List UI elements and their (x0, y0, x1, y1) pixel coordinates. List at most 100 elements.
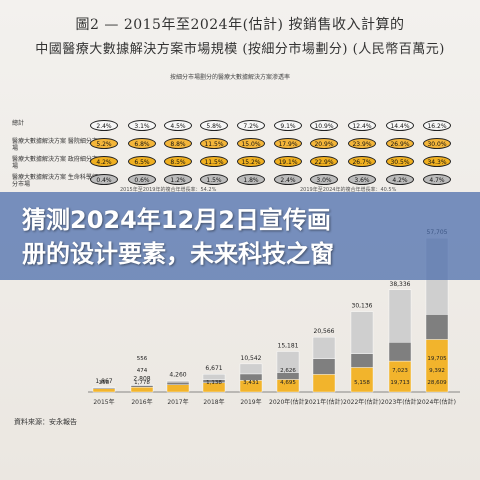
penetration-value: 5.2% (90, 138, 118, 149)
bar-total-label: 38,336 (390, 281, 411, 288)
x-tick-label: 2016年 (131, 398, 152, 406)
penetration-value: 8.5% (164, 156, 192, 167)
penetration-value: 14.4% (386, 120, 414, 131)
bar-data-label: 4,695 (280, 380, 296, 386)
bar-segment (350, 311, 374, 354)
penetration-value: 0.6% (128, 174, 156, 185)
bar-total-label: 20,566 (314, 328, 335, 335)
row-label: 總計 (12, 120, 25, 127)
banner-line-2: 册的设计要素，未来科技之窗 (22, 240, 334, 268)
bar-segment (92, 388, 116, 393)
penetration-value: 9.1% (274, 120, 302, 131)
bar-segment (239, 363, 263, 375)
penetration-value: 6.8% (128, 138, 156, 149)
bar-data-label: 19,705 (427, 356, 447, 362)
penetration-value: 6.5% (128, 156, 156, 167)
penetration-value: 1.2% (164, 174, 192, 185)
penetration-value: 3.6% (348, 174, 376, 185)
x-tick-label: 2020年(估計) (269, 398, 307, 406)
penetration-value: 3.1% (128, 120, 156, 131)
penetration-value: 26.7% (348, 156, 376, 167)
bar-total-label: 10,542 (241, 355, 262, 362)
penetration-value: 20.9% (310, 138, 338, 149)
penetration-value: 4.7% (423, 174, 451, 185)
penetration-value: 19.1% (274, 156, 302, 167)
bar-data-label: 7,023 (392, 368, 408, 374)
bar-segment (130, 387, 154, 393)
bar-segment (166, 381, 190, 385)
penetration-value: 3.0% (310, 174, 338, 185)
bar-segment (166, 380, 190, 383)
banner-headline[interactable]: 猜测2024年12月2日宣传画 册的设计要素，未来科技之窗 (22, 203, 462, 271)
bar-segment (312, 336, 336, 359)
penetration-value: 8.8% (164, 138, 192, 149)
figure-title: 圖2 — 2015年至2024年(估計) 按銷售收入計算的 (75, 17, 405, 33)
penetration-value: 0.4% (90, 174, 118, 185)
bar-total-label: 2,808 (133, 376, 150, 383)
bar-segment (166, 384, 190, 393)
penetration-table-header: 按細分市場劃分的醫療大數據解決方案渗透率 (170, 74, 291, 81)
bar-segment (276, 351, 300, 373)
bar-segment (312, 374, 336, 393)
penetration-value: 16.2% (423, 120, 451, 131)
penetration-value: 10.9% (310, 120, 338, 131)
bar-segment (92, 386, 116, 388)
penetration-row: 醫療大數據解決方案 生命科學細分市場 0.4% 0.6% 1.2% 1.5% 1.8% 2.… (0, 174, 480, 188)
bar-total-label: 1,867 (95, 378, 112, 385)
figure-subtitle: 中國醫療大數據解決方案市場規模 (按細分市場劃分) (人民幣百萬元) (35, 42, 445, 57)
penetration-value: 34.3% (423, 156, 451, 167)
bar-data-label: 556 (137, 356, 148, 362)
penetration-value: 15.2% (237, 156, 265, 167)
bar-segment (312, 358, 336, 375)
bar-segment (388, 360, 412, 393)
banner-line-1: 猜测2024年12月2日宣传画 (22, 206, 331, 234)
x-tick-label: 2022年(估計) (343, 398, 381, 406)
penetration-value: 23.9% (348, 138, 376, 149)
penetration-value: 22.9% (310, 156, 338, 167)
penetration-value: 4.2% (386, 174, 414, 185)
bar-data-label: 28,609 (427, 380, 447, 386)
penetration-value: 1.8% (237, 174, 265, 185)
row-label: 醫療大數據解決方案 生命科學細分市場 (12, 174, 98, 188)
bar-data-label: 9,392 (429, 368, 445, 374)
penetration-value: 15.0% (237, 138, 265, 149)
x-tick-label: 2024年(估計) (418, 398, 456, 406)
penetration-value: 2.4% (90, 120, 118, 131)
bar-segment (425, 314, 449, 340)
bar-data-label: 1,138 (206, 380, 222, 386)
x-tick-label: 2021年(估計) (305, 398, 343, 406)
bar-total-label: 4,260 (169, 372, 186, 379)
penetration-row: 醫療大數據解決方案 政府細分市場 4.2% 6.5% 8.5% 11.5% 15.2% 19… (0, 156, 480, 170)
x-tick-label: 2017年 (167, 398, 188, 406)
bar-segment (388, 289, 412, 343)
bar-data-label: 1,778 (134, 380, 150, 386)
bar-segment (388, 342, 412, 362)
penetration-row: 醫療大數據解決方案 醫院細分市場 5.2% 6.8% 8.8% 11.5% 15.0% 17… (0, 138, 480, 152)
bar-data-label: 5,158 (354, 380, 370, 386)
bar-data-label: 358 (99, 380, 110, 386)
row-label: 醫療大數據解決方案 政府細分市場 (12, 156, 98, 170)
penetration-value: 5.8% (200, 120, 228, 131)
bar-data-label: 2,626 (280, 368, 296, 374)
bar-total-label: 30,136 (352, 303, 373, 310)
bar-data-label: 19,713 (390, 380, 410, 386)
source-note: 資料來源：安永報告 (14, 418, 77, 426)
penetration-value: 2.4% (274, 174, 302, 185)
bar-data-label: 3,431 (243, 380, 259, 386)
bar-segment (350, 353, 374, 368)
bar-total-label: 6,671 (205, 365, 222, 372)
penetration-value: 30.5% (386, 156, 414, 167)
penetration-value: 12.4% (348, 120, 376, 131)
bar-total-label: 15,181 (278, 343, 299, 350)
penetration-value: 26.9% (386, 138, 414, 149)
title-banner (0, 192, 480, 280)
penetration-value: 11.5% (200, 156, 228, 167)
bar-segment (202, 374, 226, 380)
penetration-value: 17.9% (274, 138, 302, 149)
x-tick-label: 2015年 (93, 398, 114, 406)
cagr-right-note: 2019年至2024年的複合年增長率：40.5% (300, 187, 397, 193)
penetration-value: 1.5% (200, 174, 228, 185)
bar-segment (130, 384, 154, 386)
